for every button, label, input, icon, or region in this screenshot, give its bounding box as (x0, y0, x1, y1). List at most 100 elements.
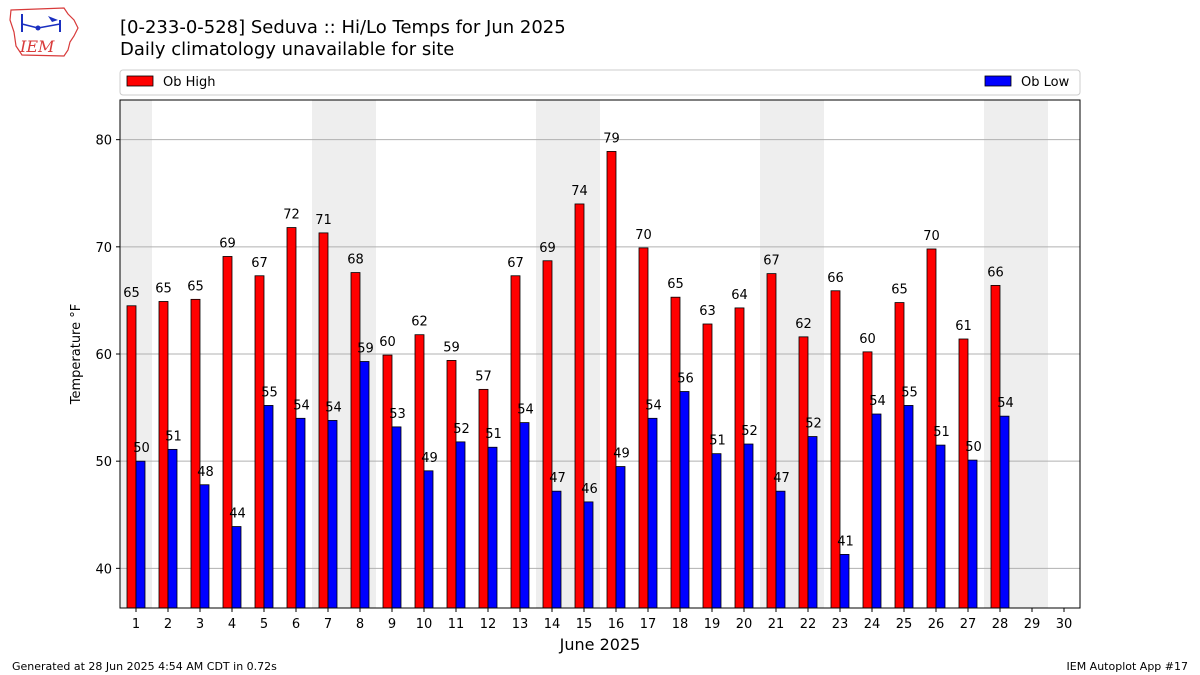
low-bar (679, 391, 690, 609)
low-bar (391, 426, 402, 609)
high-bar (254, 275, 265, 609)
iem-logo: IEM (9, 7, 79, 57)
low-bar (871, 413, 882, 609)
y-axis-title: Temperature °F (69, 304, 84, 405)
y-tick-label: 50 (95, 455, 112, 470)
high-bar (702, 323, 713, 609)
high-value-label: 67 (507, 256, 524, 271)
chart-title: [0-233-0-528] Seduva :: Hi/Lo Temps for … (120, 17, 566, 61)
high-value-label: 71 (315, 213, 332, 228)
x-tick-label: 1 (132, 617, 140, 632)
high-value-label: 62 (795, 317, 812, 332)
x-tick-label: 10 (416, 617, 433, 632)
low-value-label: 50 (133, 441, 150, 456)
high-value-label: 61 (955, 319, 972, 334)
x-tick-label: 5 (260, 617, 268, 632)
x-tick-label: 19 (704, 617, 721, 632)
high-value-label: 72 (283, 208, 300, 223)
low-bar (839, 554, 850, 609)
low-value-label: 52 (453, 422, 470, 437)
x-tick-label: 9 (388, 617, 396, 632)
high-bar (414, 334, 425, 609)
low-bar (647, 417, 658, 609)
low-bar (295, 417, 306, 609)
high-bar (862, 351, 873, 609)
low-bar (775, 490, 786, 609)
low-bar (551, 490, 562, 609)
y-tick-label: 60 (95, 348, 112, 363)
high-value-label: 60 (859, 332, 876, 347)
high-bar (126, 305, 137, 609)
low-value-label: 41 (837, 534, 854, 549)
low-value-label: 47 (549, 471, 566, 486)
high-value-label: 57 (475, 369, 492, 384)
low-bar (903, 405, 914, 609)
high-value-label: 66 (827, 271, 844, 286)
high-value-label: 69 (539, 241, 556, 256)
low-bar (263, 405, 274, 609)
x-tick-label: 8 (356, 617, 364, 632)
low-bar (199, 484, 210, 609)
high-bar (798, 336, 809, 609)
low-value-label: 44 (229, 507, 246, 522)
high-bar (830, 290, 841, 609)
y-tick-label: 70 (95, 241, 112, 256)
x-tick-label: 3 (196, 617, 204, 632)
y-tick-label: 40 (95, 562, 112, 577)
low-bar (359, 361, 370, 609)
low-value-label: 54 (293, 398, 310, 413)
high-bar (574, 203, 585, 609)
x-tick-label: 30 (1056, 617, 1073, 632)
low-value-label: 53 (389, 407, 406, 422)
high-value-label: 64 (731, 288, 748, 303)
x-tick-label: 17 (640, 617, 657, 632)
low-value-label: 47 (773, 471, 790, 486)
low-bar (583, 501, 594, 609)
x-tick-label: 11 (448, 617, 465, 632)
high-bar (606, 151, 617, 609)
plot-frame (119, 99, 1081, 609)
high-bar (958, 338, 969, 609)
high-bar (670, 296, 681, 609)
x-tick-label: 25 (896, 617, 913, 632)
high-bar (382, 354, 393, 609)
low-value-label: 52 (741, 424, 758, 439)
low-value-label: 52 (805, 417, 822, 432)
high-bar (542, 260, 553, 609)
low-value-label: 55 (901, 385, 918, 400)
high-value-label: 65 (155, 281, 172, 296)
high-bar (894, 302, 905, 609)
low-bar (231, 526, 242, 609)
low-bar (743, 443, 754, 609)
low-bar (999, 415, 1010, 609)
low-bar (135, 460, 146, 609)
low-value-label: 46 (581, 482, 598, 497)
x-tick-label: 26 (928, 617, 945, 632)
low-bar (487, 446, 498, 609)
x-tick-label: 6 (292, 617, 300, 632)
low-value-label: 54 (645, 398, 662, 413)
high-value-label: 65 (891, 283, 908, 298)
legend-box (119, 69, 1081, 96)
low-value-label: 54 (325, 400, 342, 415)
x-tick-label: 16 (608, 617, 625, 632)
high-value-label: 68 (347, 253, 364, 268)
generated-note: Generated at 28 Jun 2025 4:54 AM CDT in … (12, 660, 277, 673)
x-tick-label: 18 (672, 617, 689, 632)
x-tick-label: 28 (992, 617, 1009, 632)
low-bar (807, 436, 818, 609)
low-value-label: 51 (485, 427, 502, 442)
x-tick-label: 20 (736, 617, 753, 632)
x-tick-label: 7 (324, 617, 332, 632)
x-tick-label: 15 (576, 617, 593, 632)
high-value-label: 65 (123, 286, 140, 301)
low-value-label: 54 (997, 396, 1014, 411)
high-value-label: 62 (411, 315, 428, 330)
svg-text:IEM: IEM (19, 37, 55, 56)
x-tick-label: 13 (512, 617, 529, 632)
high-bar (638, 247, 649, 609)
high-value-label: 66 (987, 265, 1004, 280)
high-bar (190, 298, 201, 609)
low-bar (519, 422, 530, 609)
